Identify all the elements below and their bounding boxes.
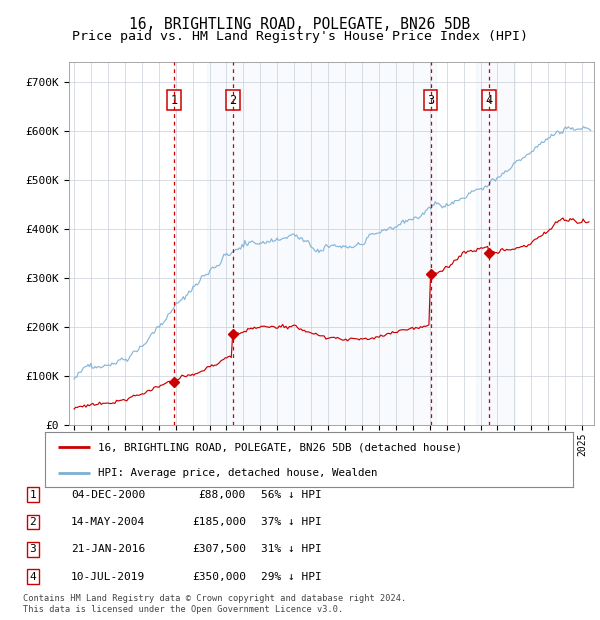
- Text: £88,000: £88,000: [199, 490, 246, 500]
- Text: Price paid vs. HM Land Registry's House Price Index (HPI): Price paid vs. HM Land Registry's House …: [72, 30, 528, 43]
- Text: 14-MAY-2004: 14-MAY-2004: [71, 517, 145, 527]
- Text: 1: 1: [29, 490, 37, 500]
- Text: 4: 4: [486, 94, 493, 107]
- Text: £185,000: £185,000: [192, 517, 246, 527]
- Text: 56% ↓ HPI: 56% ↓ HPI: [261, 490, 322, 500]
- Text: 31% ↓ HPI: 31% ↓ HPI: [261, 544, 322, 554]
- Text: 21-JAN-2016: 21-JAN-2016: [71, 544, 145, 554]
- Bar: [208, 62, 436, 425]
- Text: 04-DEC-2000: 04-DEC-2000: [71, 490, 145, 500]
- Text: 29% ↓ HPI: 29% ↓ HPI: [261, 572, 322, 582]
- Text: 16, BRIGHTLING ROAD, POLEGATE, BN26 5DB: 16, BRIGHTLING ROAD, POLEGATE, BN26 5DB: [130, 17, 470, 32]
- Text: 1: 1: [171, 94, 178, 107]
- Text: 4: 4: [29, 572, 37, 582]
- Text: HPI: Average price, detached house, Wealden: HPI: Average price, detached house, Weal…: [98, 468, 377, 478]
- Text: 37% ↓ HPI: 37% ↓ HPI: [261, 517, 322, 527]
- Text: £307,500: £307,500: [192, 544, 246, 554]
- Text: £350,000: £350,000: [192, 572, 246, 582]
- Text: 2: 2: [29, 517, 37, 527]
- Text: 2: 2: [229, 94, 236, 107]
- Text: Contains HM Land Registry data © Crown copyright and database right 2024.
This d: Contains HM Land Registry data © Crown c…: [23, 595, 406, 614]
- Text: 10-JUL-2019: 10-JUL-2019: [71, 572, 145, 582]
- Text: 16, BRIGHTLING ROAD, POLEGATE, BN26 5DB (detached house): 16, BRIGHTLING ROAD, POLEGATE, BN26 5DB …: [98, 443, 462, 453]
- Bar: [476, 62, 515, 425]
- Text: 3: 3: [29, 544, 37, 554]
- Text: 3: 3: [427, 94, 434, 107]
